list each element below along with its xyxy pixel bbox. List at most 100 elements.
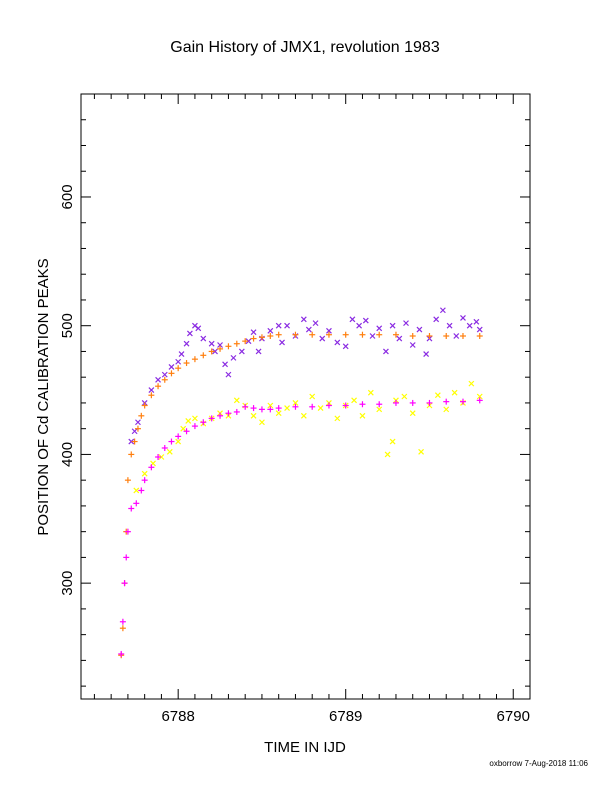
data-point [376,325,383,332]
data-point [183,340,190,347]
data-point [342,343,349,350]
data-point [292,403,299,410]
data-point [183,360,190,367]
data-point [312,320,319,327]
data-point [250,412,257,419]
data-point [123,554,130,561]
data-point [138,487,145,494]
data-point [476,397,483,404]
data-point [409,333,416,339]
data-point [233,408,240,415]
data-point [178,351,185,357]
data-point [148,464,155,471]
data-point [250,405,257,412]
data-point [367,389,374,396]
tick-labels: 6788 6789 6790 300 400 500 600 [59,184,530,725]
data-point [175,438,182,445]
data-point [325,402,332,409]
data-point [191,356,198,363]
data-point [161,371,168,378]
data-point [233,340,240,347]
data-point [267,406,274,413]
data-point [309,393,316,400]
data-point [267,402,274,409]
data-point [334,415,341,422]
data-point [362,317,369,324]
data-point [453,333,460,339]
data-point [292,400,299,406]
data-point [459,398,466,405]
data-point [148,392,155,399]
data-point [319,335,326,342]
y-tick-label: 500 [59,313,76,338]
data-point [161,376,168,383]
data-point [124,477,131,484]
data-point [141,470,148,477]
data-point [212,348,218,355]
data-point [217,345,224,352]
data-point [208,415,215,422]
data-point [426,399,433,406]
data-point [138,412,145,419]
data-point [284,322,290,329]
data-point [325,331,332,338]
data-point [161,444,168,451]
plot-frame [80,93,531,700]
data-point [392,331,399,338]
data-point [128,505,135,512]
data-point [351,397,358,404]
data-point [200,335,207,342]
data-point [155,376,161,383]
y-axis-label: POSITION OF Cd CALIBRATION PEAKS [35,258,52,535]
data-point [418,448,425,455]
data-point [258,406,265,413]
data-point [119,625,126,632]
data-point [382,348,389,355]
data-point [284,405,290,412]
data-point [443,398,450,405]
data-point [476,393,483,400]
data-point [259,419,265,426]
data-point [433,316,440,323]
data-point [275,410,282,417]
data-point [134,425,141,432]
data-point [191,423,198,430]
data-point [334,339,341,346]
data-point [255,348,262,355]
data-point [200,419,207,426]
data-point [180,425,187,432]
data-point [468,380,475,387]
data-point [396,335,403,342]
data-point [217,412,224,419]
data-point [155,383,162,390]
data-point [384,451,391,458]
data-point [148,387,155,393]
data-point [349,316,356,323]
y-tick-label: 400 [59,442,76,467]
data-point [250,335,257,342]
data-point [128,451,135,458]
data-point [466,322,473,329]
data-point [392,399,399,406]
data-point [166,448,173,455]
data-point [403,320,409,327]
data-point [267,327,274,334]
y-tick-label: 600 [59,184,76,209]
data-point [175,433,182,440]
data-point [158,454,165,460]
data-point [300,412,307,419]
data-point [135,419,141,426]
data-point [279,339,285,346]
data-point [446,322,453,329]
data-point [168,370,175,377]
data-point [376,406,383,413]
data-point [217,342,223,348]
data-point [275,405,282,412]
data-point [258,334,265,341]
data-point [439,307,446,314]
data-point [242,403,249,410]
data-point [473,318,480,325]
data-point [409,410,416,417]
data-point [208,348,215,355]
